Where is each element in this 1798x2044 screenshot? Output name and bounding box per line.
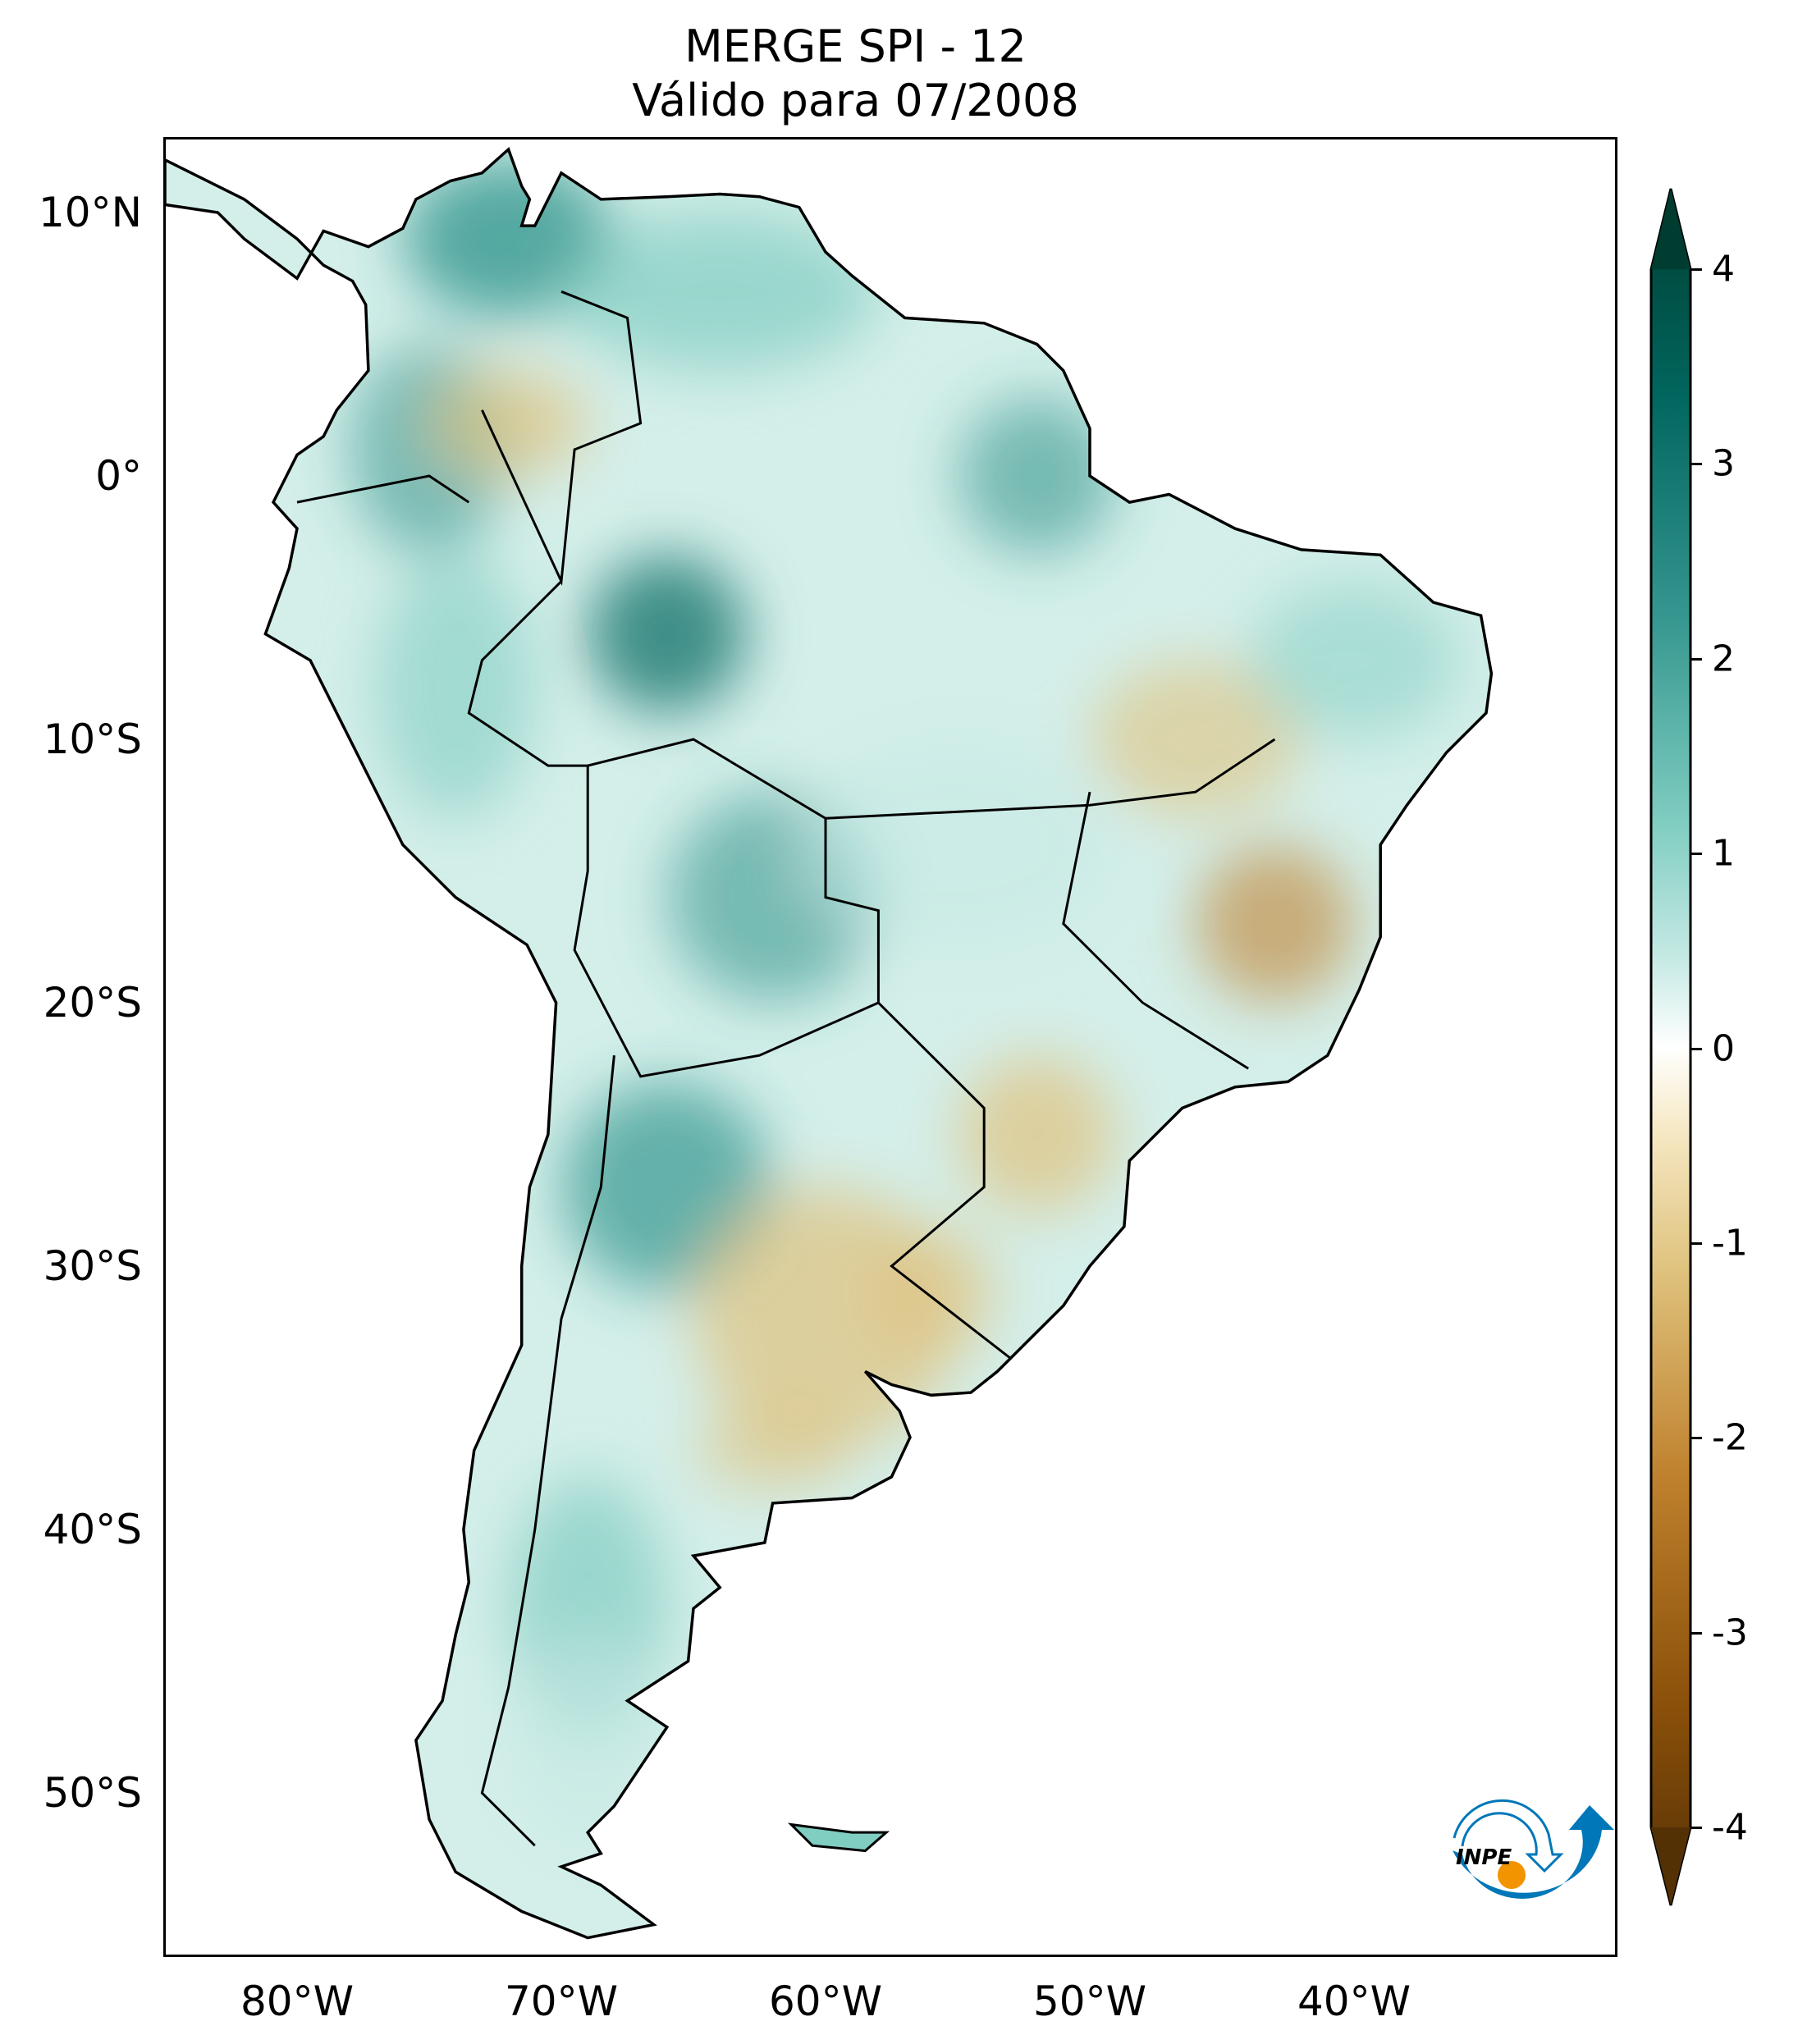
colorbar-tick-label: -4 — [1712, 1806, 1748, 1849]
colorbar-tick — [1690, 1827, 1702, 1829]
spi-anomaly-area — [1090, 661, 1301, 818]
colorbar-tick-label: 1 — [1712, 832, 1735, 875]
coastline — [166, 146, 1494, 1940]
map-subtitle: Válido para 07/2008 — [632, 75, 1079, 126]
spi-anomaly-area — [588, 555, 746, 713]
map-title: MERGE SPI - 12 — [684, 21, 1027, 72]
country-border — [573, 766, 880, 1078]
spi-anomaly-area — [562, 213, 878, 371]
lat-label: 10°N — [38, 189, 142, 236]
country-border — [481, 290, 643, 587]
spi-anomaly-area — [377, 555, 535, 818]
spi-anomaly-area — [403, 160, 614, 318]
lon-label: 70°W — [504, 1978, 619, 2025]
spi-map — [166, 146, 1494, 1940]
colorbar-extend-max — [1651, 189, 1690, 269]
country-border — [1062, 791, 1249, 1070]
colorbar-tick-label: -1 — [1712, 1222, 1748, 1264]
spi-anomaly-area — [1196, 844, 1354, 1003]
colorbar-tick — [1690, 1631, 1702, 1635]
colorbar-gradient — [1649, 188, 1692, 1906]
map-frame: INPE — [163, 137, 1617, 1957]
inpe-logo: INPE — [1453, 1799, 1614, 1899]
colorbar-tick-label: 4 — [1712, 248, 1735, 290]
colorbar-tick-label: -2 — [1712, 1416, 1748, 1459]
country-border — [296, 474, 470, 504]
colorbar-tick-label: 3 — [1712, 442, 1735, 485]
lat-label: 0° — [95, 452, 142, 500]
colorbar-tick — [1690, 853, 1702, 856]
lon-label: 80°W — [240, 1978, 355, 2025]
colorbar-extend-min — [1651, 1827, 1690, 1905]
spi-anomaly-area — [693, 1411, 852, 1490]
colorbar-tick-label: 0 — [1712, 1027, 1735, 1069]
colorbar-tick — [1690, 463, 1702, 466]
lon-label: 40°W — [1297, 1978, 1411, 2025]
lat-label: 30°S — [43, 1242, 142, 1290]
country-border — [480, 1055, 615, 1847]
spi-anomaly-area — [958, 397, 1116, 555]
spi-anomaly-area — [958, 1055, 1116, 1214]
lon-label: 50°W — [1032, 1978, 1147, 2025]
lat-label: 20°S — [43, 979, 142, 1027]
logo-text: INPE — [1456, 1845, 1512, 1870]
country-border — [825, 738, 1276, 820]
spi-anomaly-area — [429, 370, 588, 476]
lon-label: 60°W — [768, 1978, 883, 2025]
colorbar-tick-label: -3 — [1712, 1612, 1748, 1654]
lat-label: 40°S — [43, 1506, 142, 1553]
colorbar-tick-label: 2 — [1712, 638, 1735, 680]
colorbar-tick — [1690, 1047, 1702, 1050]
falkland-islands — [787, 1822, 890, 1853]
spi-anomaly-area — [1249, 581, 1459, 739]
lat-label: 50°S — [43, 1769, 142, 1817]
colorbar-tick — [1690, 1241, 1702, 1245]
colorbar-tick — [1690, 1437, 1702, 1440]
colorbar-tick — [1690, 268, 1702, 271]
spi-anomaly-area — [561, 1081, 772, 1292]
country-border — [467, 580, 1012, 1360]
lat-label: 10°S — [43, 716, 142, 763]
colorbar-tick — [1690, 657, 1702, 661]
spi-anomaly-area — [800, 739, 1115, 950]
